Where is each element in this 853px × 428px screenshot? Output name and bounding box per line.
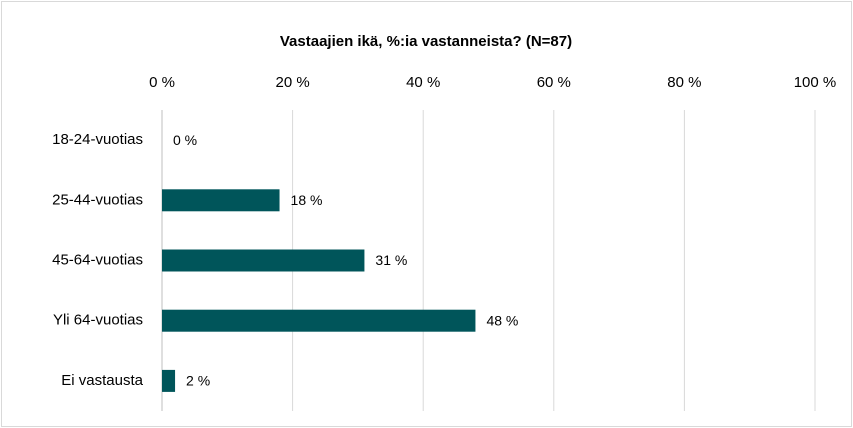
y-tick-label: Yli 64-vuotias [53,312,143,329]
x-tick-label: 20 % [275,74,309,91]
x-tick-label: 80 % [667,74,701,91]
value-label: 48 % [486,312,518,328]
value-label: 2 % [186,373,210,389]
x-tick-label: 100 % [794,74,837,91]
y-tick-label: 18-24-vuotias [52,131,143,148]
y-tick-label: 25-44-vuotias [52,191,143,208]
y-tick-label: Ei vastausta [61,372,143,389]
chart-title: Vastaajien ikä, %:ia vastanneista? (N=87… [280,33,572,50]
x-tick-label: 60 % [537,74,571,91]
value-label: 18 % [291,192,323,208]
bar [162,189,280,212]
bar [162,249,365,272]
value-label: 31 % [375,252,407,268]
bar [162,309,476,332]
x-tick-label: 40 % [406,74,440,91]
value-label: 0 % [173,132,197,148]
x-tick-label: 0 % [149,74,175,91]
y-tick-label: 45-64-vuotias [52,251,143,268]
bar [162,369,176,392]
